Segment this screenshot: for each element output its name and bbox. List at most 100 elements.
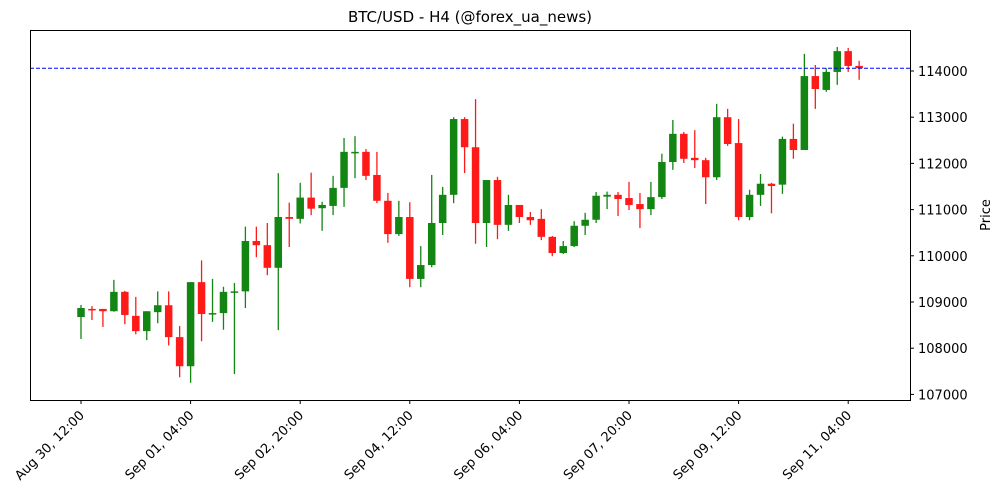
candle bbox=[471, 99, 480, 244]
candle-body bbox=[395, 216, 403, 235]
candle bbox=[548, 235, 557, 257]
candle-body bbox=[438, 194, 447, 223]
candle bbox=[811, 64, 820, 109]
candle bbox=[219, 286, 228, 330]
candle-body bbox=[680, 133, 688, 159]
candle-body bbox=[833, 51, 841, 72]
candle-body bbox=[296, 197, 304, 219]
candle bbox=[121, 290, 129, 325]
candle-body bbox=[723, 117, 732, 144]
candle-body bbox=[647, 197, 655, 210]
x-tick-label: Aug 30, 12:00 bbox=[12, 408, 88, 484]
candle-body bbox=[121, 291, 129, 315]
candle bbox=[625, 181, 633, 211]
candle bbox=[614, 192, 622, 217]
candle-body bbox=[515, 204, 524, 217]
candle-body bbox=[351, 151, 359, 154]
candle bbox=[406, 202, 414, 288]
candle-body bbox=[318, 204, 326, 209]
candle bbox=[285, 202, 293, 248]
candle-body bbox=[712, 117, 721, 178]
candle bbox=[745, 189, 754, 221]
plot-frame bbox=[30, 30, 911, 401]
candle-body bbox=[691, 157, 699, 161]
candle bbox=[680, 131, 688, 163]
candle-body bbox=[110, 291, 118, 312]
candle bbox=[460, 117, 469, 174]
candle bbox=[373, 151, 381, 204]
candle-body bbox=[143, 311, 151, 332]
candle bbox=[723, 108, 732, 146]
candle bbox=[833, 46, 841, 85]
x-tick-label: Sep 09, 12:00 bbox=[671, 408, 746, 483]
candle-body bbox=[734, 143, 743, 217]
candle bbox=[438, 186, 447, 236]
candle bbox=[734, 119, 743, 221]
candle bbox=[153, 291, 162, 324]
candle-body bbox=[241, 241, 250, 292]
candle bbox=[318, 201, 326, 231]
candle-body bbox=[800, 76, 809, 151]
candle bbox=[274, 173, 283, 331]
candle-body bbox=[537, 218, 546, 237]
candle bbox=[855, 60, 863, 80]
candle-body bbox=[570, 225, 578, 247]
x-tick-label: Sep 01, 04:00 bbox=[123, 408, 198, 483]
candle-body bbox=[778, 138, 787, 185]
candles-group bbox=[77, 46, 863, 383]
candle bbox=[132, 296, 140, 335]
candle bbox=[307, 172, 315, 216]
y-tick-label: 110000 bbox=[918, 250, 968, 265]
y-tick-label: 114000 bbox=[918, 65, 968, 80]
candle-body bbox=[77, 308, 85, 318]
candle-body bbox=[252, 241, 261, 246]
candle bbox=[603, 191, 611, 210]
candle-body bbox=[417, 265, 425, 279]
candle bbox=[482, 180, 491, 248]
candle-body bbox=[855, 65, 863, 69]
candle bbox=[175, 326, 184, 378]
candle-body bbox=[197, 282, 206, 315]
candle-body bbox=[230, 291, 239, 293]
candle bbox=[230, 283, 239, 375]
candle bbox=[88, 306, 96, 321]
candle bbox=[252, 226, 261, 258]
candle bbox=[756, 174, 765, 206]
candle-body bbox=[504, 204, 513, 225]
candle bbox=[427, 174, 436, 268]
x-tick-label: Sep 04, 12:00 bbox=[342, 408, 417, 483]
x-tick-label: Sep 11, 04:00 bbox=[780, 408, 855, 483]
candle bbox=[789, 123, 798, 159]
chart-title: BTC/USD - H4 (@forex_ua_news) bbox=[348, 8, 592, 27]
candle-body bbox=[592, 195, 600, 220]
candle-body bbox=[153, 305, 162, 313]
candle-body bbox=[658, 162, 666, 198]
candle bbox=[537, 209, 546, 241]
candle-body bbox=[208, 313, 217, 315]
candle bbox=[570, 221, 578, 248]
candle bbox=[669, 119, 677, 170]
candle-body bbox=[384, 200, 392, 235]
candle-body bbox=[329, 187, 337, 206]
candle bbox=[592, 192, 600, 223]
y-tick-label: 113000 bbox=[918, 111, 968, 126]
candle-body bbox=[274, 216, 283, 268]
y-tick-label: 111000 bbox=[918, 204, 968, 219]
candle bbox=[493, 176, 502, 240]
candle bbox=[767, 182, 776, 214]
candle bbox=[691, 130, 699, 169]
candle bbox=[110, 279, 118, 312]
candle-body bbox=[526, 216, 535, 221]
candle bbox=[263, 222, 272, 276]
candle-body bbox=[625, 198, 633, 205]
candle bbox=[296, 182, 304, 224]
candle-body bbox=[548, 236, 557, 254]
candle bbox=[340, 137, 348, 207]
candle bbox=[822, 68, 831, 92]
candle bbox=[351, 136, 359, 179]
candle-body bbox=[164, 305, 173, 338]
x-tick-label: Sep 02, 20:00 bbox=[232, 408, 307, 483]
candle bbox=[800, 53, 809, 151]
candle-body bbox=[186, 282, 195, 367]
